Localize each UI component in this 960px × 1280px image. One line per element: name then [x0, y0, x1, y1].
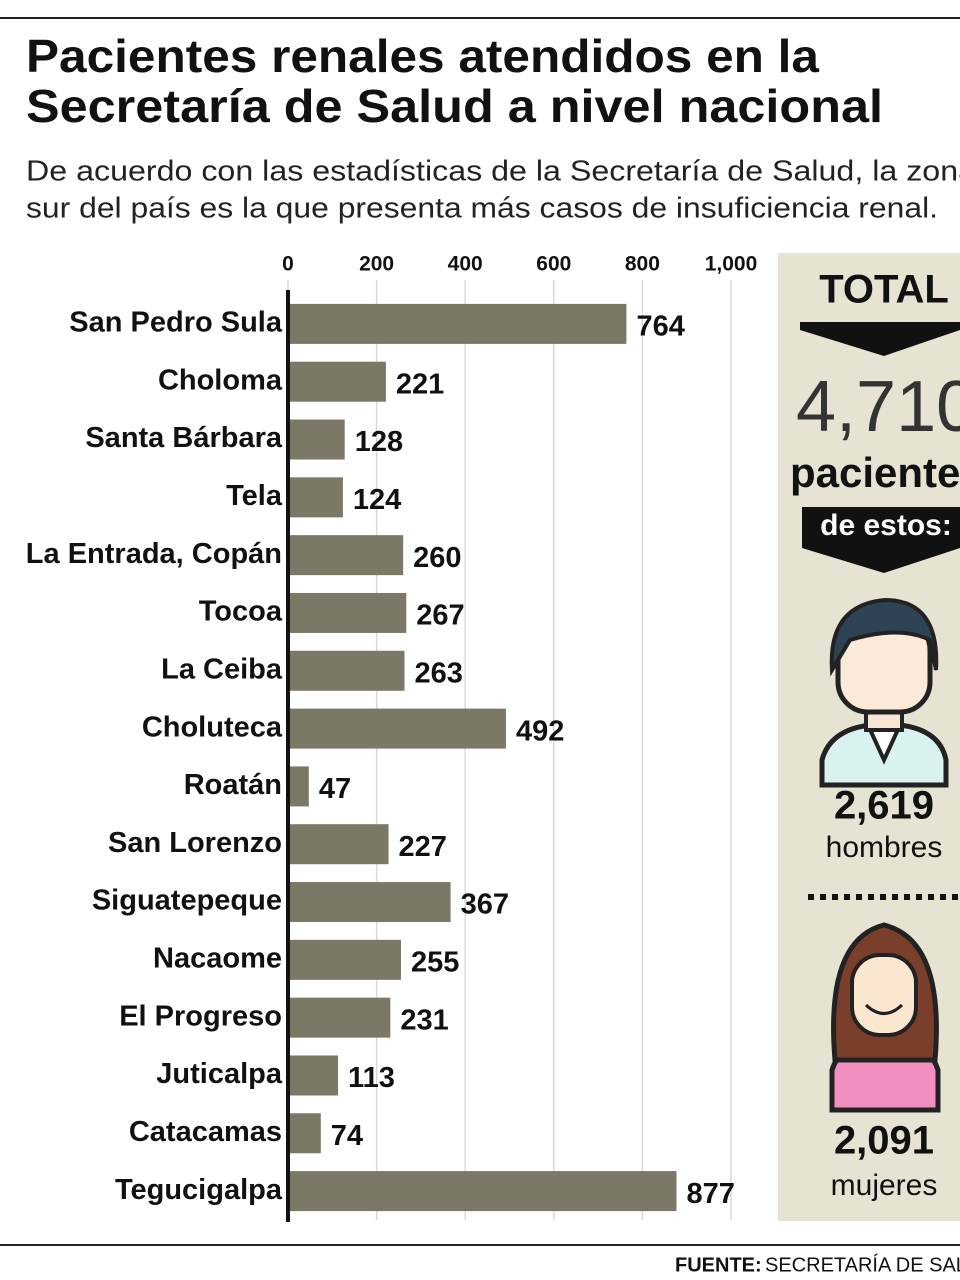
bar [288, 419, 345, 460]
y-tick-label: El Progreso [119, 1000, 282, 1032]
women-count: 2,091 [834, 1119, 934, 1163]
bar [288, 882, 451, 923]
bar [288, 997, 391, 1038]
x-tick-label: 800 [625, 253, 660, 276]
value-label: 47 [319, 773, 351, 805]
y-tick-label: Santa Bárbara [85, 422, 283, 454]
bar [288, 1055, 339, 1096]
x-tick-label: 600 [536, 253, 571, 276]
men-count: 2,619 [834, 784, 934, 828]
total-label: TOTAL [819, 268, 949, 312]
chart-subtitle: De acuerdo con las estadísticas de la Se… [26, 156, 960, 188]
women-label: mujeres [831, 1169, 938, 1202]
bar [288, 824, 389, 865]
bar [288, 1113, 321, 1154]
chart-title: Secretaría de Salud a nivel nacional [26, 80, 883, 132]
y-tick-label: Choluteca [142, 711, 283, 743]
bar [288, 361, 386, 402]
y-tick-label: Juticalpa [156, 1058, 283, 1090]
chart-title: Pacientes renales atendidos en la [26, 30, 819, 82]
total-value: 4,710 [796, 367, 960, 447]
value-label: 255 [411, 947, 459, 979]
y-tick-label: San Pedro Sula [69, 307, 283, 339]
man-icon [819, 597, 949, 788]
total-unit: pacientes [790, 449, 960, 496]
plot: 0 200 400 600 800 1,000 San Pedro Sula 764 Cholo… [26, 253, 757, 1222]
value-label: 263 [415, 657, 463, 689]
value-label: 231 [400, 1004, 448, 1036]
x-tick-label: 0 [282, 253, 294, 276]
value-label: 367 [461, 889, 509, 921]
bar [288, 592, 407, 633]
bar [288, 650, 405, 691]
y-tick-label: Nacaome [153, 943, 282, 975]
value-label: 877 [687, 1178, 735, 1210]
x-tick-label: 200 [359, 253, 394, 276]
banner [802, 507, 960, 573]
x-tick-label: 400 [448, 253, 483, 276]
bar [288, 766, 309, 807]
y-tick-label: La Ceiba [161, 653, 283, 685]
woman-icon [829, 922, 941, 1113]
y-tick-label: La Entrada, Copán [26, 538, 282, 570]
arrow [800, 322, 960, 356]
source-text: SECRETARÍA DE SALUD [765, 1253, 960, 1276]
y-tick-label: Catacamas [129, 1116, 282, 1148]
value-label: 492 [516, 715, 564, 747]
bar [288, 477, 343, 518]
bar [288, 708, 506, 749]
value-label: 124 [353, 484, 401, 516]
bar [288, 303, 627, 344]
value-label: 128 [355, 426, 403, 458]
y-tick-label: Tocoa [199, 596, 283, 628]
value-label: 221 [396, 368, 444, 400]
x-tick-label: 1,000 [705, 253, 758, 276]
y-tick-label: Roatán [184, 769, 282, 801]
bar [288, 535, 404, 576]
value-label: 764 [636, 311, 684, 343]
breakdown-label: de estos: [820, 509, 952, 542]
y-tick-label: San Lorenzo [108, 827, 282, 859]
source-label: FUENTE: [675, 1254, 762, 1276]
y-tick-label: Choloma [158, 364, 283, 396]
bar [288, 939, 401, 980]
men-label: hombres [826, 831, 943, 864]
value-label: 267 [416, 600, 464, 632]
value-label: 113 [348, 1062, 395, 1094]
y-tick-label: Tela [226, 480, 283, 512]
value-label: 227 [399, 831, 447, 863]
bar [288, 1171, 677, 1212]
y-tick-label: Siguatepeque [92, 885, 282, 917]
y-tick-label: Tegucigalpa [115, 1174, 283, 1206]
chart-subtitle: sur del país es la que presenta más caso… [26, 193, 938, 225]
value-label: 260 [413, 542, 461, 574]
value-label: 74 [331, 1120, 363, 1152]
